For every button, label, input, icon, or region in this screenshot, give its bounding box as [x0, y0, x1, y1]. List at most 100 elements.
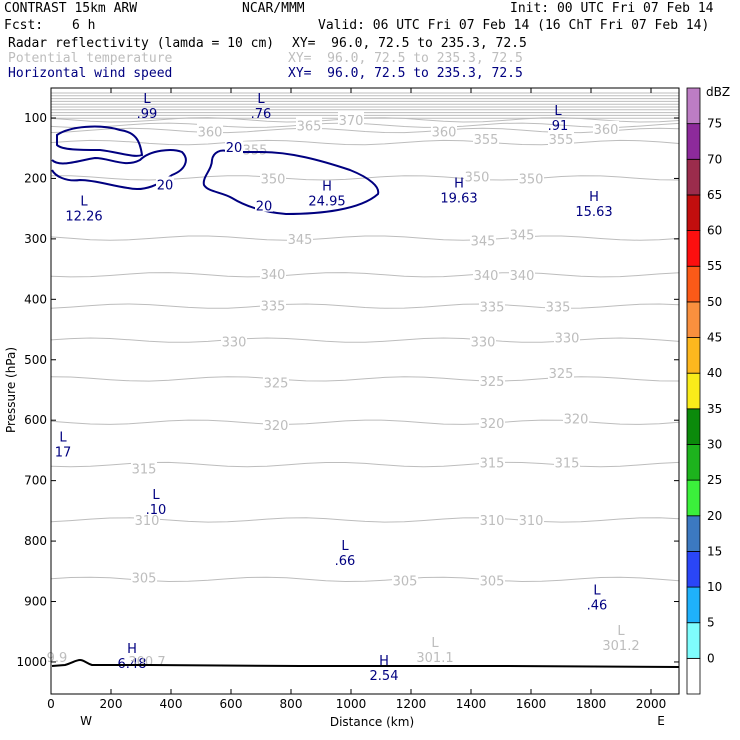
theta-label-mask — [338, 111, 364, 126]
wind-20-contour-west — [56, 125, 144, 157]
colorbar-level-label: 75 — [707, 117, 722, 131]
colorbar-level-label: 5 — [707, 616, 715, 630]
theta-contour-label: 350 — [519, 172, 544, 187]
field-name-wind: Horizontal wind speed — [8, 66, 173, 81]
theta-label-mask — [260, 170, 286, 185]
terrain-line — [51, 658, 680, 668]
colorbar-swatch — [686, 194, 701, 231]
forecast-label: Fcst: — [4, 18, 44, 33]
theta-label-mask — [479, 572, 505, 587]
theta-contour-label: 345 — [510, 229, 535, 244]
colorbar-swatch — [686, 372, 701, 410]
wind-extremum-type: L — [59, 430, 67, 445]
theta-contour-label: 320 — [264, 419, 289, 434]
y-axis-label: Pressure (hPa) — [4, 347, 18, 433]
theta-365-line — [50, 122, 680, 128]
plot-frame — [50, 87, 680, 695]
theta-label-mask — [260, 297, 286, 312]
theta-label-mask — [431, 123, 457, 138]
colorbar-level-label: 25 — [707, 473, 722, 487]
theta-label-mask — [470, 232, 496, 247]
wind-speed-contours — [51, 125, 380, 216]
distance-axis: 0 200 400 600 800 1000 1200 1400 1600 1800 2000 — [47, 88, 666, 711]
theta-345-line — [50, 235, 680, 241]
theta-contour-label: 365 — [297, 119, 322, 134]
dbz-colorbar: 0 5 10 15 20 25 30 35 40 45 50 55 60 65 70 75 — [686, 87, 722, 695]
colorbar-swatch — [686, 158, 701, 196]
x-tick-label: 800 — [280, 697, 303, 711]
field-name-reflectivity: Radar reflectivity (lamda = 10 cm) — [8, 36, 275, 51]
theta-label-mask — [479, 511, 505, 526]
theta-label-mask — [479, 372, 505, 387]
theta-360-line — [50, 127, 680, 134]
colorbar-swatch — [686, 123, 701, 160]
theta-contour-label: 315 — [480, 457, 505, 472]
colorbar-swatch — [686, 408, 701, 445]
theta-label-mask — [131, 460, 157, 475]
theta-label-mask — [263, 374, 289, 389]
theta-label-mask — [473, 267, 499, 282]
theta-contour-label: 315 — [132, 463, 157, 478]
y-tick-label: 900 — [24, 595, 47, 609]
x-tick-label: 1000 — [336, 697, 367, 711]
colorbar-swatch — [686, 444, 701, 481]
theta-contour-label: 360 — [594, 123, 619, 138]
theta-355-line — [50, 139, 680, 146]
wind-extremum-value: 15.63 — [575, 205, 612, 220]
colorbar-level-label: 70 — [707, 152, 722, 166]
y-tick-label: 500 — [24, 353, 47, 367]
wind-extremum-value: .76 — [251, 107, 272, 122]
theta-label-mask — [545, 298, 571, 313]
colorbar-swatch — [686, 265, 701, 303]
field-xy-theta: XY= 96.0, 72.5 to 235.3, 72.5 — [288, 51, 523, 66]
y-tick-label: 700 — [24, 474, 47, 488]
theta-label-mask — [263, 417, 289, 432]
colorbar-unit: dBZ — [706, 85, 730, 99]
wind-contour-label: 20 — [157, 178, 174, 193]
pressure-axis: 100 200 300 400 500 600 700 800 900 1000 — [16, 111, 679, 669]
theta-contour-label: 310 — [480, 514, 505, 529]
wind-extremum-type: H — [454, 177, 464, 192]
theta-label-mask — [509, 226, 535, 241]
x-tick-label: 0 — [47, 697, 55, 711]
theta-extremum-type: L — [617, 624, 625, 639]
x-tick-label: 200 — [100, 697, 123, 711]
colorbar-level-label: 50 — [707, 295, 722, 309]
wind-extremum-type: L — [257, 92, 265, 107]
wind-extremum-value: 12.26 — [65, 210, 102, 225]
y-tick-label: 300 — [24, 232, 47, 246]
init-time: Init: 00 UTC Fri 07 Feb 14 — [510, 1, 714, 16]
colorbar-level-label: 20 — [707, 509, 722, 523]
wind-extremum-value: .10 — [146, 503, 167, 518]
wind-contour-label: 20 — [256, 200, 273, 215]
x-tick-label: 2000 — [636, 697, 667, 711]
theta-contour-label: 310 — [135, 514, 160, 529]
theta-contour-label: 305 — [132, 571, 157, 586]
y-tick-label: 400 — [24, 292, 47, 306]
colorbar-level-label: 55 — [707, 259, 722, 273]
theta-contour-label: 330 — [471, 336, 496, 351]
colorbar-level-label: 60 — [707, 224, 722, 238]
theta-335-line — [50, 303, 680, 309]
wind-label-mask — [156, 176, 174, 191]
x-tick-label: 1800 — [576, 697, 607, 711]
wind-extremum-value: .91 — [548, 119, 569, 134]
wind-extremum-value: 17 — [55, 445, 72, 460]
theta-label-mask — [518, 511, 544, 526]
field-name-theta: Potential temperature — [8, 51, 173, 66]
field-xy-reflectivity: XY= 96.0, 72.5 to 235.3, 72.5 — [292, 36, 527, 51]
wind-extremum-value: .66 — [335, 554, 356, 569]
east-label: E — [657, 714, 665, 728]
theta-contour-lines — [50, 92, 680, 583]
theta-label-mask — [548, 131, 574, 146]
theta-contour-label: 355 — [474, 133, 499, 148]
colorbar-swatch — [686, 622, 701, 659]
y-tick-label: 200 — [24, 171, 47, 185]
colorbar-level-label: 15 — [707, 544, 722, 558]
theta-340-line — [50, 272, 680, 278]
theta-contour-label: 340 — [261, 268, 286, 283]
theta-contour-label: 310 — [519, 514, 544, 529]
theta-contour-label: 335 — [261, 299, 286, 314]
theta-contour-label: 335 — [546, 301, 571, 316]
